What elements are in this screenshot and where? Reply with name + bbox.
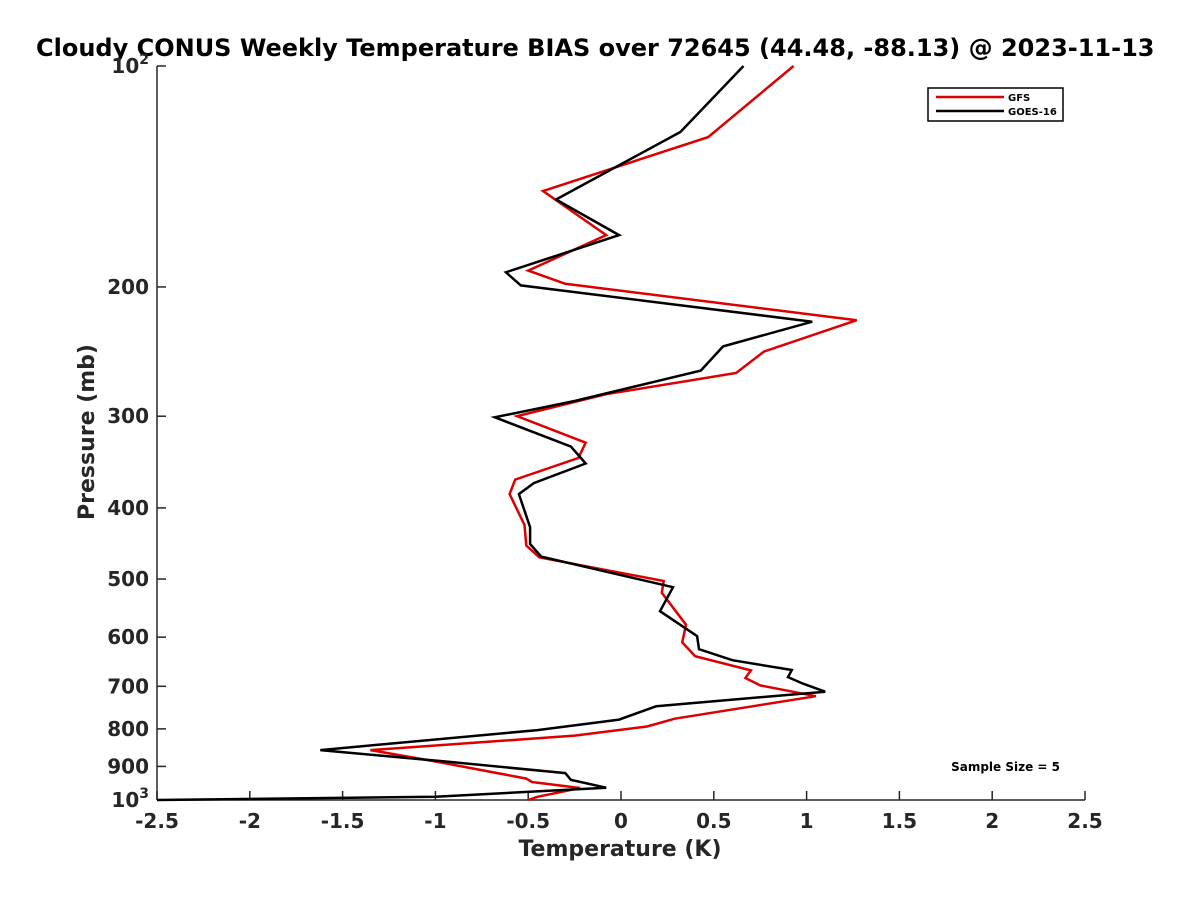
y-tick-label: 900 <box>107 754 149 778</box>
legend: GFS GOES-16 <box>927 87 1064 122</box>
y-tick-label: 700 <box>107 674 149 698</box>
y-axis-label: Pressure (mb) <box>75 344 100 520</box>
legend-label-gfs: GFS <box>1008 93 1030 104</box>
x-tick-label: 2 <box>985 809 999 833</box>
legend-box <box>927 87 1064 122</box>
y-tick-label: 103 <box>111 786 149 812</box>
series-line-goes-16 <box>156 65 826 802</box>
x-tick-label: -0.5 <box>506 809 550 833</box>
axes: -2.5 -2 -1.5 -1 -0.5 0 0.5 1 1.5 2 2.5 102 200 300 400… <box>107 52 1102 833</box>
x-tick-label: 1 <box>800 809 814 833</box>
x-tick-label: 1.5 <box>882 809 917 833</box>
x-axis-label: Temperature (K) <box>518 837 721 862</box>
chart-title: Cloudy CONUS Weekly Temperature BIAS ove… <box>36 34 1154 62</box>
x-tick-label: 0.5 <box>696 809 731 833</box>
y-tick-label: 800 <box>107 717 149 741</box>
x-tick-label: 2.5 <box>1067 809 1102 833</box>
x-tick-label: -2.5 <box>135 809 179 833</box>
y-tick-label: 400 <box>107 496 149 520</box>
legend-label-goes-16: GOES-16 <box>1008 107 1057 118</box>
y-tick-label: 600 <box>107 625 149 649</box>
series-line-gfs <box>370 65 858 802</box>
y-tick-label: 200 <box>107 275 149 299</box>
x-tick-label: 0 <box>614 809 628 833</box>
y-tick-label: 500 <box>107 567 149 591</box>
sample-size-annotation: Sample Size = 5 <box>951 760 1060 774</box>
y-tick-label: 102 <box>111 52 149 78</box>
y-tick-label: 300 <box>107 404 149 428</box>
series-layer <box>156 65 858 802</box>
x-tick-label: -1 <box>424 809 446 833</box>
x-tick-label: -1.5 <box>321 809 365 833</box>
x-tick-label: -2 <box>239 809 261 833</box>
